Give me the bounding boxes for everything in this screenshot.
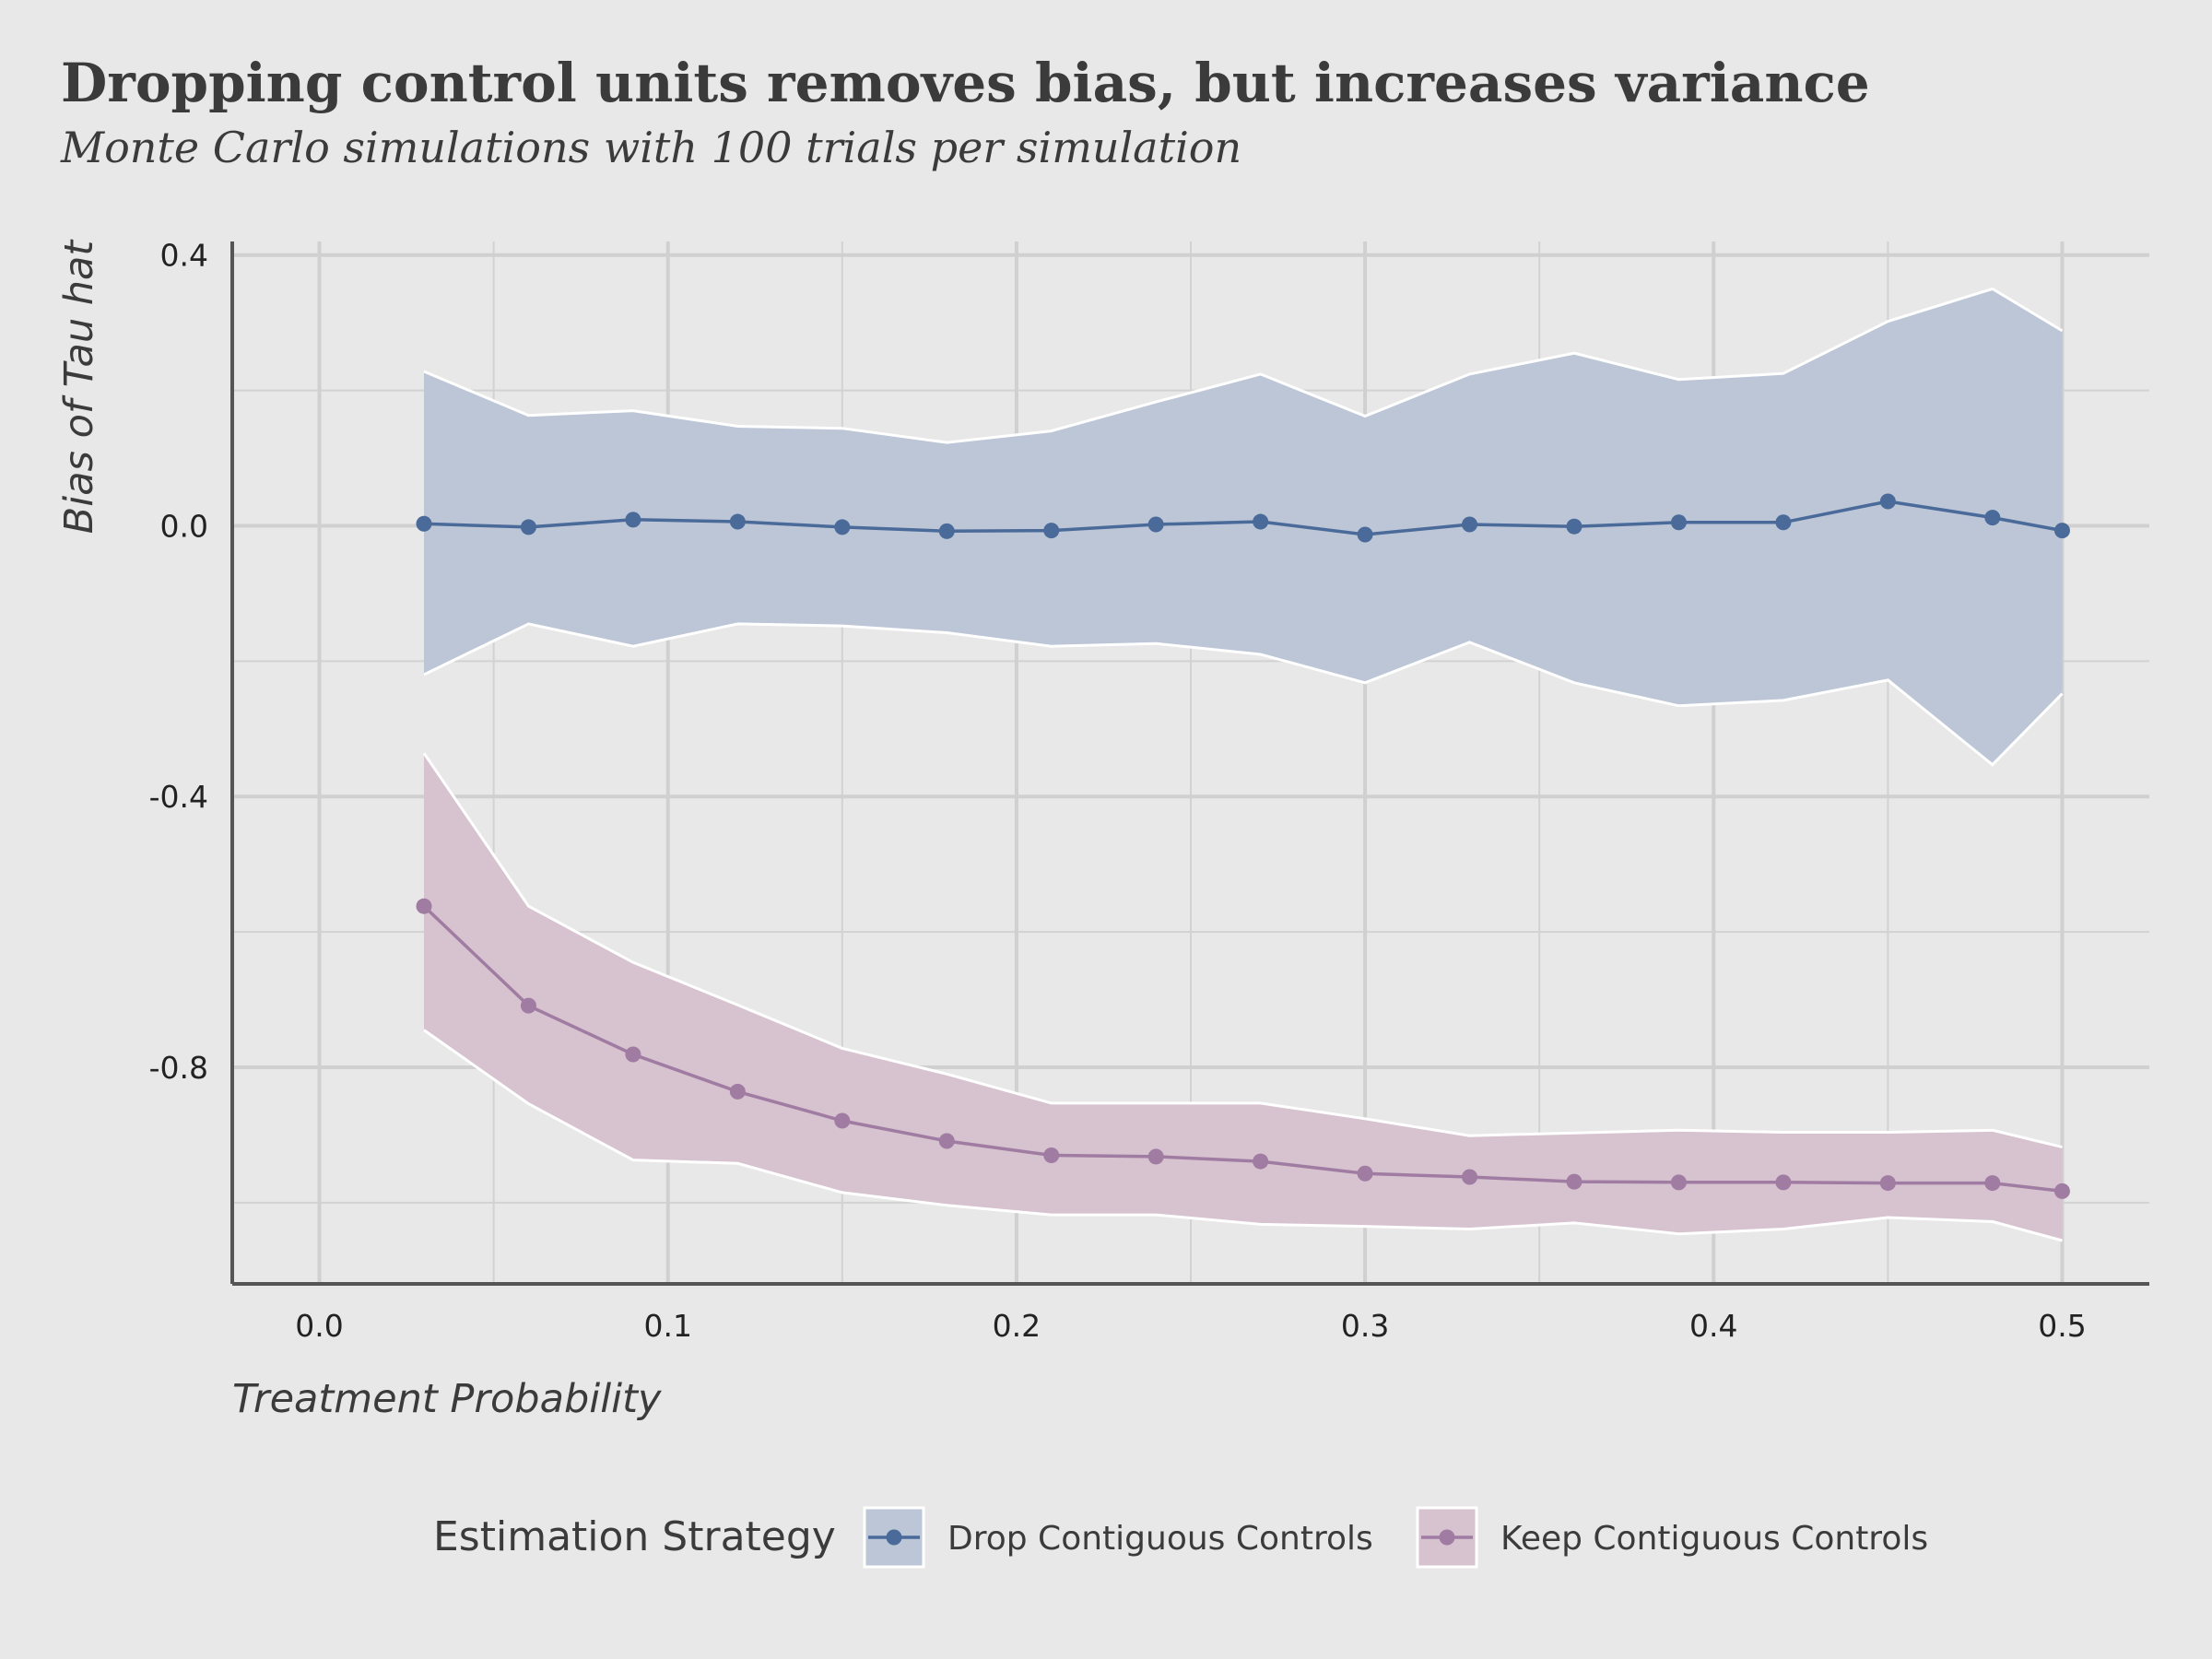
data-point-1-10 xyxy=(1462,1169,1478,1185)
legend-label-1: Keep Contiguous Controls xyxy=(1500,1520,1928,1558)
ribbon-upper-edge-0 xyxy=(423,287,2064,444)
data-point-0-5 xyxy=(938,523,955,539)
x-tick-label: 0.2 xyxy=(993,1308,1041,1344)
x-axis-title: Treatment Probability xyxy=(232,1376,662,1422)
data-point-0-12 xyxy=(1670,514,1687,531)
x-tick-label: 0.3 xyxy=(1341,1308,1389,1344)
data-point-0-13 xyxy=(1775,514,1792,531)
legend-title: Estimation Strategy xyxy=(433,1513,836,1560)
data-point-0-7 xyxy=(1147,516,1164,533)
ribbon-upper-edge-1 xyxy=(422,752,2063,1149)
data-point-0-3 xyxy=(729,513,746,530)
series-points xyxy=(416,493,2070,1199)
data-point-1-11 xyxy=(1566,1173,1583,1190)
legend-key-point-0 xyxy=(886,1529,902,1546)
tick-labels: 0.0 0.1 0.2 0.3 0.4 0.5 0.4 0.0 -0.4 -0.8 xyxy=(149,238,2087,1344)
y-tick-label: 0.4 xyxy=(160,238,208,274)
data-point-0-11 xyxy=(1566,518,1583,535)
data-point-1-3 xyxy=(729,1083,746,1100)
data-point-0-6 xyxy=(1043,523,1060,539)
y-tick-label: 0.0 xyxy=(160,508,208,544)
y-axis-title: Bias of Tau hat xyxy=(56,239,102,535)
x-tick-label: 0.0 xyxy=(295,1308,343,1344)
data-point-0-2 xyxy=(625,512,641,528)
data-point-1-13 xyxy=(1775,1174,1792,1191)
y-tick-label: -0.8 xyxy=(149,1050,208,1086)
data-point-1-7 xyxy=(1147,1148,1164,1165)
data-point-1-4 xyxy=(834,1112,851,1129)
data-point-0-10 xyxy=(1462,516,1478,533)
data-point-0-16 xyxy=(2053,523,2070,539)
data-point-0-1 xyxy=(520,519,536,535)
data-point-1-9 xyxy=(1357,1165,1373,1182)
data-point-1-12 xyxy=(1670,1174,1687,1191)
data-point-1-0 xyxy=(416,898,432,914)
data-point-0-0 xyxy=(416,515,432,532)
x-tick-label: 0.4 xyxy=(1689,1308,1737,1344)
data-point-0-15 xyxy=(1984,510,2001,526)
x-tick-label: 0.5 xyxy=(2038,1308,2086,1344)
legend-label-0: Drop Contiguous Controls xyxy=(947,1520,1373,1558)
axes xyxy=(230,241,2149,1286)
ribbon-lower-edge-1 xyxy=(423,1029,2063,1242)
data-point-0-14 xyxy=(1879,493,1896,510)
chart-title: Dropping control units removes bias, but… xyxy=(61,52,1870,114)
data-point-1-14 xyxy=(1879,1175,1896,1192)
data-point-1-6 xyxy=(1043,1147,1060,1163)
data-point-1-2 xyxy=(625,1046,641,1063)
legend-key-point-1 xyxy=(1439,1529,1455,1546)
data-point-1-15 xyxy=(1984,1175,2001,1192)
legend: Estimation Strategy Drop Contiguous Cont… xyxy=(433,1506,1928,1569)
ribbon-0 xyxy=(424,288,2063,765)
data-point-0-9 xyxy=(1357,526,1373,543)
data-point-0-8 xyxy=(1253,513,1269,530)
data-point-1-1 xyxy=(520,997,536,1014)
chart-subtitle: Monte Carlo simulations with 100 trials … xyxy=(60,123,1241,172)
data-point-0-4 xyxy=(834,519,851,535)
ribbon-lower-edge-0 xyxy=(423,622,2064,767)
data-point-1-8 xyxy=(1253,1153,1269,1170)
y-tick-label: -0.4 xyxy=(149,779,208,815)
x-tick-label: 0.1 xyxy=(643,1308,691,1344)
data-point-1-16 xyxy=(2053,1182,2070,1199)
data-point-1-5 xyxy=(938,1133,955,1149)
